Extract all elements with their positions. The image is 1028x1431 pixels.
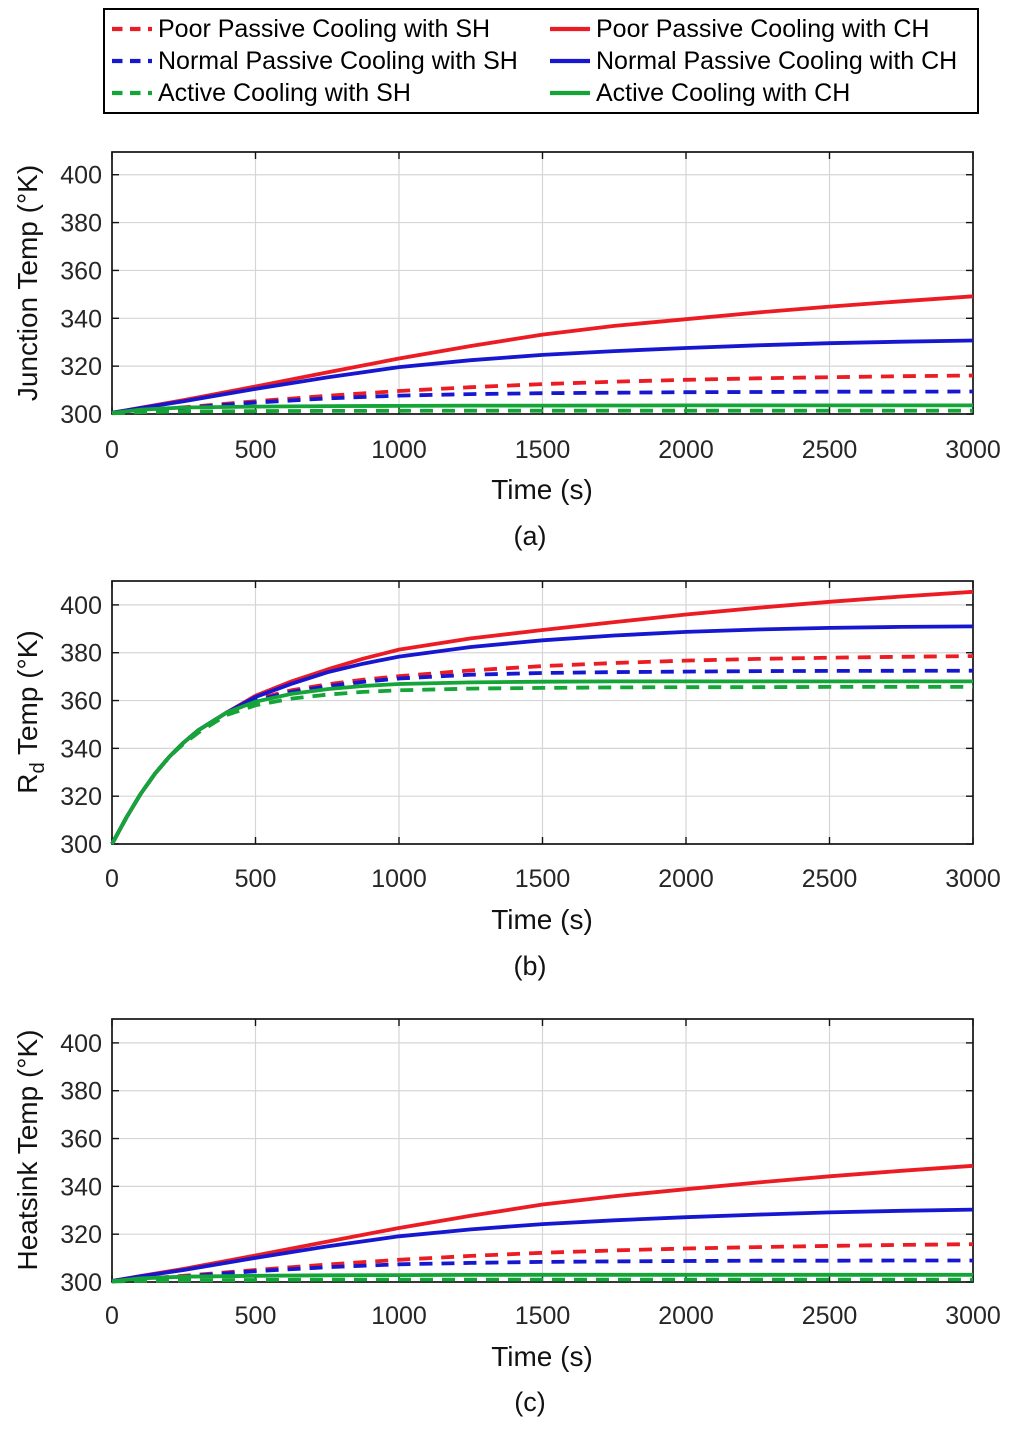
rd-temp-chart: 0 500 1000 1500 2000 2500 3000 300 320 340 360 380 4… xyxy=(60,580,1001,893)
y-tick-label: 300 xyxy=(60,831,102,859)
series-line-poor-sh xyxy=(111,373,974,415)
x-axis-label: Time (s) xyxy=(491,904,593,935)
legend-item-active-sh: Active Cooling with SH xyxy=(111,77,549,109)
y-axis-label-text: R xyxy=(12,773,44,794)
x-axis-label: Time (s) xyxy=(491,1341,593,1372)
x-tick-label: 1500 xyxy=(515,1302,571,1330)
series-line-active-ch xyxy=(111,403,973,415)
y-axis-label: Heatsink Temp (°K) xyxy=(12,1030,50,1271)
dashed-line-key-icon xyxy=(112,90,152,96)
y-tick-label: 400 xyxy=(60,162,102,190)
series-line-normal-sh xyxy=(111,1258,973,1284)
dashed-line-key-icon xyxy=(112,58,152,64)
series-line-active-sh xyxy=(111,408,973,416)
x-tick-label: 2500 xyxy=(802,865,858,893)
y-tick-label: 380 xyxy=(60,1078,102,1106)
y-tick-label: 400 xyxy=(60,1030,102,1058)
y-tick-label: 360 xyxy=(60,257,102,285)
y-tick-label: 360 xyxy=(60,688,102,716)
y-axis-label: Junction Temp (°K) xyxy=(12,165,50,401)
y-tick-label: 380 xyxy=(60,210,102,238)
x-tick-label: 1000 xyxy=(371,436,427,464)
x-tick-label: 0 xyxy=(105,1302,119,1330)
x-tick-label: 2500 xyxy=(802,1302,858,1330)
heatsink-temp-chart: 0 500 1000 1500 2000 2500 3000 300 320 340 360 380 4… xyxy=(60,1018,1001,1330)
subplot-caption: (a) xyxy=(513,521,547,551)
legend-label: Active Cooling with SH xyxy=(158,78,411,107)
series-line-poor-sh xyxy=(111,1242,974,1284)
series-line-normal-sh xyxy=(111,389,974,415)
x-tick-label: 500 xyxy=(235,1302,277,1330)
legend-label: Normal Passive Cooling with CH xyxy=(596,46,958,75)
x-tick-label: 0 xyxy=(105,436,119,464)
x-tick-label: 500 xyxy=(235,436,277,464)
legend: Poor Passive Cooling with SH Poor Passiv… xyxy=(103,8,979,114)
y-tick-label: 380 xyxy=(60,640,102,668)
x-tick-label: 0 xyxy=(105,865,119,893)
legend-item-poor-sh: Poor Passive Cooling with SH xyxy=(111,13,549,45)
y-tick-label: 300 xyxy=(60,1269,102,1297)
legend-item-poor-ch: Poor Passive Cooling with CH xyxy=(549,13,973,45)
x-tick-label: 2000 xyxy=(658,865,714,893)
y-tick-label: 340 xyxy=(60,1173,102,1201)
y-tick-label: 400 xyxy=(60,592,102,620)
dashed-line-key-icon xyxy=(112,26,152,32)
junction-temp-chart: 0 500 1000 1500 2000 2500 3000 300 320 340 360 380 4… xyxy=(60,151,1001,464)
y-tick-label: 360 xyxy=(60,1126,102,1154)
series-line-active-ch xyxy=(111,1272,973,1284)
subplot-caption: (c) xyxy=(514,1387,546,1417)
subplot-b-rd-temp: 0 500 1000 1500 2000 2500 3000 300 320 340 360 380 4… xyxy=(0,560,1028,1000)
y-tick-label: 300 xyxy=(60,401,102,429)
legend-label: Poor Passive Cooling with SH xyxy=(158,14,491,43)
x-tick-label: 3000 xyxy=(945,1302,1001,1330)
subplot-c-heatsink-temp: 0 500 1000 1500 2000 2500 3000 300 320 340 360 380 4… xyxy=(0,1000,1028,1431)
solid-line-key-icon xyxy=(550,58,590,64)
y-tick-label: 340 xyxy=(60,305,102,333)
x-tick-label: 3000 xyxy=(945,865,1001,893)
legend-item-normal-sh: Normal Passive Cooling with SH xyxy=(111,45,549,77)
series-line-active-ch xyxy=(110,679,973,845)
y-tick-label: 320 xyxy=(60,783,102,811)
subplot-a-junction-temp: 0 500 1000 1500 2000 2500 3000 300 320 340 360 380 4… xyxy=(0,130,1028,560)
y-axis-label: Rd Temp (°K) xyxy=(12,630,50,794)
y-tick-label: 340 xyxy=(60,735,102,763)
x-tick-label: 1000 xyxy=(371,865,427,893)
x-axis-label: Time (s) xyxy=(491,474,593,505)
legend-label: Normal Passive Cooling with SH xyxy=(158,46,518,75)
x-tick-label: 2000 xyxy=(658,436,714,464)
solid-line-key-icon xyxy=(550,90,590,96)
y-axis-label-text: Heatsink Temp (°K) xyxy=(12,1029,44,1271)
x-tick-label: 1000 xyxy=(371,1302,427,1330)
x-tick-label: 2500 xyxy=(802,436,858,464)
y-axis-label-text: Temp (°K) xyxy=(12,630,44,763)
x-tick-label: 500 xyxy=(235,865,277,893)
legend-item-normal-ch: Normal Passive Cooling with CH xyxy=(549,45,973,77)
legend-label: Poor Passive Cooling with CH xyxy=(596,14,930,43)
x-tick-label: 2000 xyxy=(658,1302,714,1330)
series-line-normal-ch xyxy=(111,338,974,415)
x-tick-label: 3000 xyxy=(945,436,1001,464)
y-tick-label: 320 xyxy=(60,1221,102,1249)
legend-label: Active Cooling with CH xyxy=(596,78,851,107)
y-axis-label-text: Junction Temp (°K) xyxy=(12,164,44,402)
x-tick-label: 1500 xyxy=(515,436,571,464)
subplot-caption: (b) xyxy=(513,951,547,981)
series-line-active-sh xyxy=(111,1277,973,1284)
x-tick-label: 1500 xyxy=(515,865,571,893)
legend-item-active-ch: Active Cooling with CH xyxy=(549,77,973,109)
y-axis-label-subscript: d xyxy=(26,762,49,774)
solid-line-key-icon xyxy=(550,26,590,32)
y-tick-label: 320 xyxy=(60,353,102,381)
series-line-normal-ch xyxy=(111,1207,974,1283)
